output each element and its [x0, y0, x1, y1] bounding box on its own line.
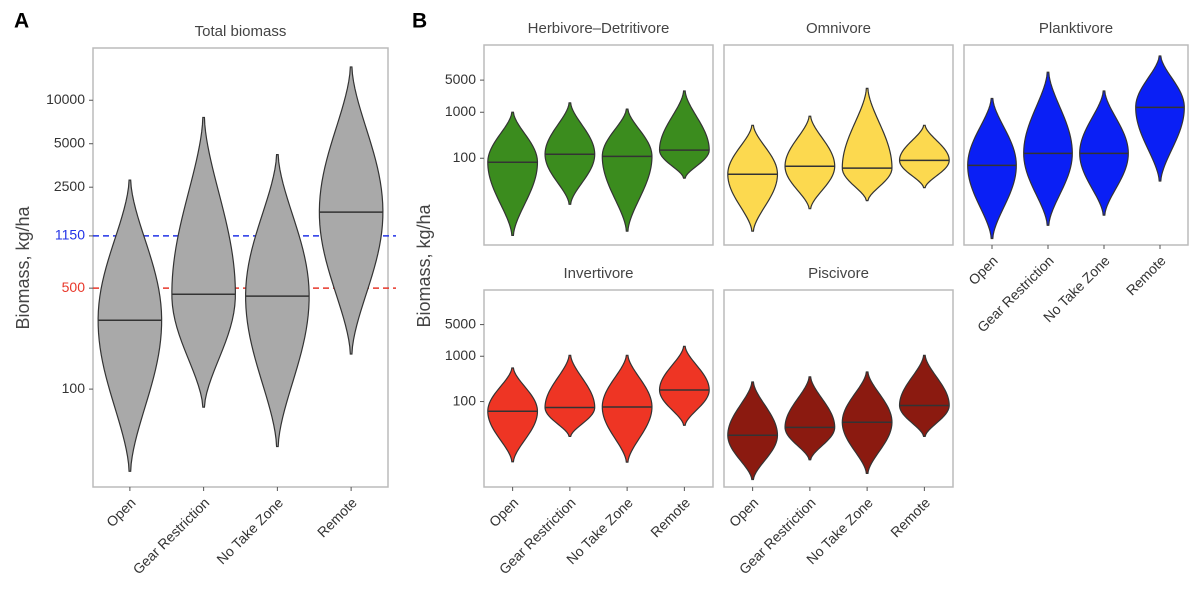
x-tick-label: Open — [103, 494, 139, 530]
violin — [1023, 71, 1073, 226]
violin — [487, 111, 539, 237]
y-tick-label: 10000 — [46, 91, 85, 107]
panel-title: Total biomass — [195, 23, 287, 40]
y-tick-label: 1150 — [55, 227, 85, 243]
y-tick-label: 5000 — [445, 71, 476, 87]
panel-title: Planktivore — [1039, 20, 1113, 37]
x-tick-label: Remote — [647, 494, 693, 540]
violin — [171, 116, 236, 408]
panel-border — [92, 47, 389, 488]
y-tick-label: 100 — [453, 392, 477, 408]
violin — [1135, 55, 1185, 182]
panel-title: Piscivore — [808, 265, 869, 282]
panel-letter: A — [14, 10, 29, 33]
violin — [967, 97, 1017, 240]
violin — [658, 345, 710, 426]
violin — [898, 124, 950, 189]
violin — [97, 179, 163, 472]
violin — [784, 115, 836, 210]
x-tick-label: Remote — [1123, 252, 1169, 298]
y-axis-label: Biomass, kg/ha — [414, 203, 434, 327]
violin — [544, 354, 596, 438]
y-tick-label: 500 — [62, 279, 86, 295]
panel-border — [483, 44, 714, 246]
violin — [601, 108, 653, 232]
x-tick-label: Open — [965, 252, 1001, 288]
panel-border — [723, 44, 954, 246]
y-tick-label: 2500 — [54, 178, 85, 194]
x-tick-label: Open — [486, 494, 522, 530]
panel-border — [963, 44, 1189, 246]
y-tick-label: 100 — [453, 149, 477, 165]
panel-title: Herbivore–Detritivore — [528, 20, 670, 37]
violin — [487, 367, 539, 463]
x-tick-label: Remote — [314, 494, 360, 540]
y-tick-label: 5000 — [445, 315, 476, 331]
panel-border — [483, 289, 714, 488]
panel-title: Invertivore — [563, 265, 633, 282]
violin — [841, 87, 893, 202]
violin — [727, 381, 779, 481]
x-tick-label: Gear Restriction — [130, 494, 213, 577]
y-tick-label: 1000 — [445, 347, 476, 363]
violin — [601, 354, 653, 463]
y-axis-label: Biomass, kg/ha — [13, 205, 33, 329]
violin — [727, 124, 779, 232]
panel-title: Omnivore — [806, 20, 871, 37]
panel-border — [723, 289, 954, 488]
y-tick-label: 100 — [62, 380, 86, 396]
x-tick-label: Remote — [887, 494, 933, 540]
x-tick-label: Open — [726, 494, 762, 530]
y-tick-label: 5000 — [54, 134, 85, 150]
x-tick-label: No Take Zone — [213, 494, 286, 567]
y-tick-label: 1000 — [445, 103, 476, 119]
panel-letter: B — [412, 10, 427, 33]
violin — [784, 376, 836, 461]
violin — [245, 154, 310, 448]
violin — [898, 354, 950, 438]
violin — [658, 90, 710, 179]
violin — [318, 66, 384, 355]
